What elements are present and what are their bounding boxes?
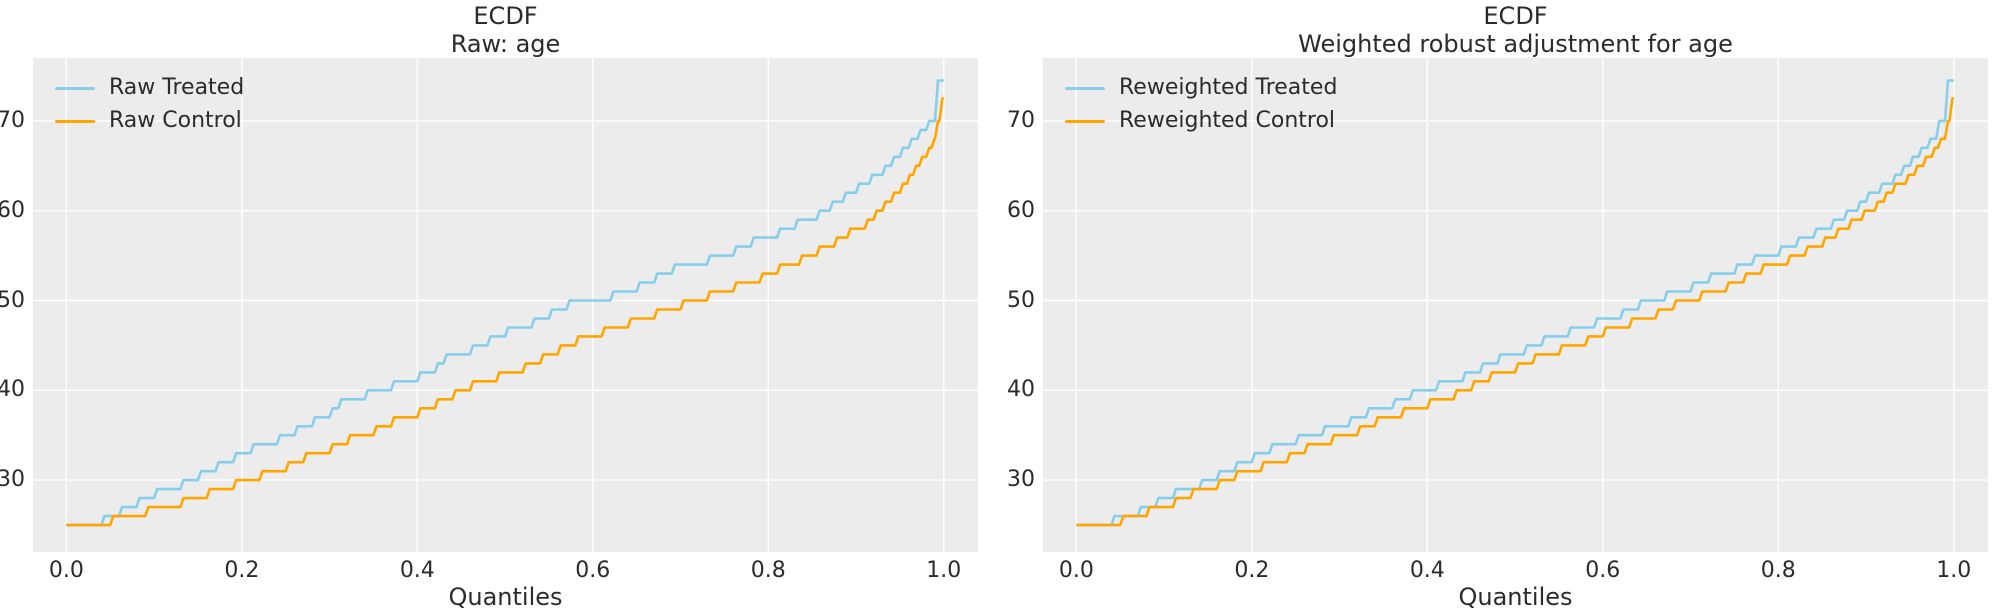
legend-item-control: Raw Control xyxy=(55,109,244,133)
y-tick-label: 30 xyxy=(0,467,25,493)
plot-area xyxy=(33,58,978,552)
chart-title: ECDF xyxy=(1483,2,1548,30)
y-tick-label: 40 xyxy=(1007,377,1035,403)
y-tick-label: 30 xyxy=(1007,467,1035,493)
plot-canvas xyxy=(1043,58,1988,552)
x-tick-label: 1.0 xyxy=(1936,558,1972,583)
legend: Raw Treated Raw Control xyxy=(55,76,244,133)
raw-ecdf-panel: ECDF Raw: age Raw Treated Raw Control Qu… xyxy=(0,0,1005,611)
x-tick-label: 1.0 xyxy=(926,558,962,583)
series-line-reweighted-treated xyxy=(1076,79,1954,527)
legend-label-control: Reweighted Control xyxy=(1119,108,1336,133)
y-tick-label: 70 xyxy=(0,107,25,133)
chart-title-block: ECDF Weighted robust adjustment for age xyxy=(1043,2,1988,58)
y-tick-label: 70 xyxy=(1007,107,1035,133)
chart-title-block: ECDF Raw: age xyxy=(33,2,978,58)
legend-item-treated: Raw Treated xyxy=(55,76,244,100)
x-tick-label: 0.6 xyxy=(1585,558,1621,583)
x-axis-label: Quantiles xyxy=(448,583,563,611)
x-tick-label: 0.4 xyxy=(399,558,435,583)
x-tick-label: 0.6 xyxy=(575,558,611,583)
x-tick-label: 0.2 xyxy=(1234,558,1270,583)
treated-line-swatch xyxy=(55,86,95,90)
treated-line-swatch xyxy=(1065,86,1105,90)
x-tick-label: 0.8 xyxy=(750,558,786,583)
y-tick-label: 50 xyxy=(0,287,25,313)
x-tick-label: 0.0 xyxy=(48,558,84,583)
series-line-raw-treated xyxy=(66,79,944,527)
series-line-raw-control xyxy=(66,97,944,527)
chart-subtitle: Weighted robust adjustment for age xyxy=(1298,30,1733,58)
legend: Reweighted Treated Reweighted Control xyxy=(1065,76,1337,133)
chart-title: ECDF xyxy=(473,2,538,30)
legend-item-treated: Reweighted Treated xyxy=(1065,76,1337,100)
x-tick-label: 0.2 xyxy=(224,558,260,583)
legend-item-control: Reweighted Control xyxy=(1065,109,1337,133)
legend-label-treated: Reweighted Treated xyxy=(1119,75,1338,100)
x-tick-label: 0.4 xyxy=(1409,558,1445,583)
y-tick-label: 40 xyxy=(0,377,25,403)
weighted-ecdf-panel: ECDF Weighted robust adjustment for age … xyxy=(1005,0,2011,611)
y-tick-label: 60 xyxy=(0,197,25,223)
chart-subtitle: Raw: age xyxy=(450,30,561,58)
gridlines xyxy=(33,58,978,552)
y-tick-label: 60 xyxy=(1007,197,1035,223)
control-line-swatch xyxy=(1065,119,1105,123)
legend-label-control: Raw Control xyxy=(109,108,242,133)
x-tick-label: 0.8 xyxy=(1760,558,1796,583)
plot-area xyxy=(1043,58,1988,552)
x-axis-label: Quantiles xyxy=(1458,583,1573,611)
gridlines xyxy=(1043,58,1988,552)
series-line-reweighted-control xyxy=(1076,97,1954,527)
y-tick-label: 50 xyxy=(1007,287,1035,313)
control-line-swatch xyxy=(55,119,95,123)
x-tick-label: 0.0 xyxy=(1058,558,1094,583)
legend-label-treated: Raw Treated xyxy=(109,75,245,100)
plot-canvas xyxy=(33,58,978,552)
